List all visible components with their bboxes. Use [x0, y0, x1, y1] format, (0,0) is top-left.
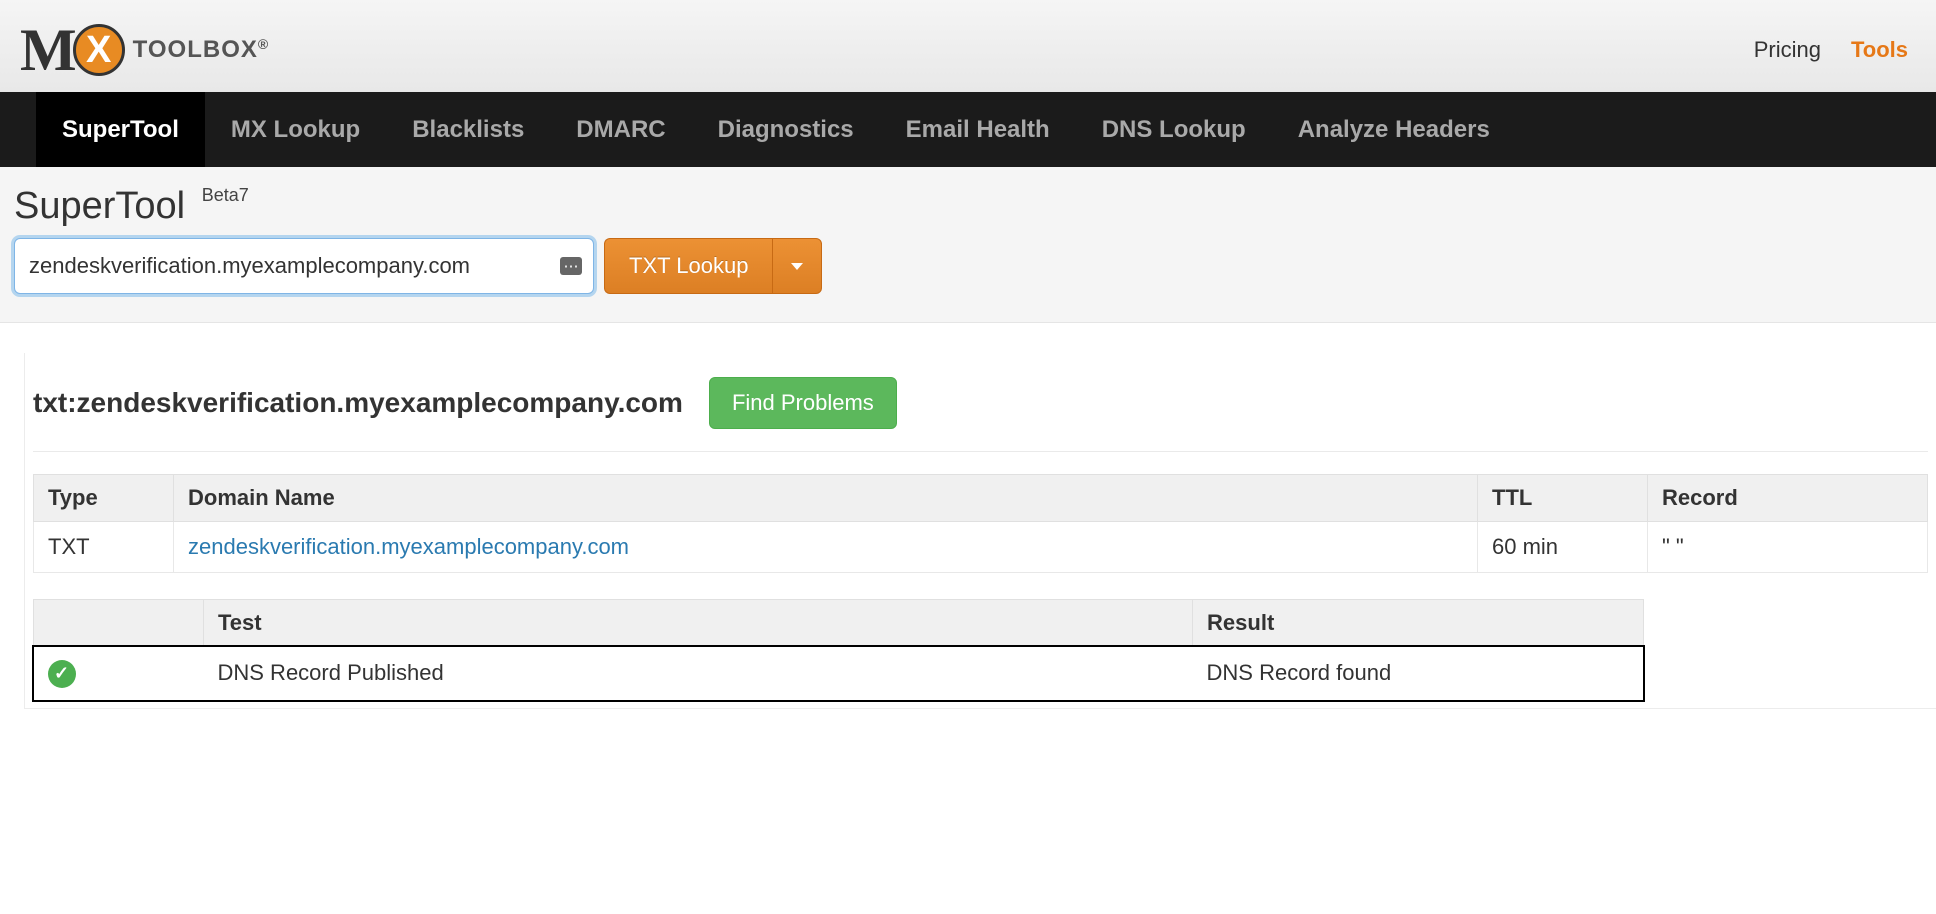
- main-nav: SuperToolMX LookupBlacklistsDMARCDiagnos…: [0, 92, 1936, 167]
- lookup-button[interactable]: TXT Lookup: [604, 238, 772, 294]
- find-problems-button[interactable]: Find Problems: [709, 377, 897, 429]
- lookup-dropdown-button[interactable]: [772, 238, 822, 294]
- page-title-text: SuperTool: [14, 185, 185, 227]
- chevron-down-icon: [791, 263, 803, 270]
- lookup-button-group: TXT Lookup: [604, 238, 822, 294]
- nav-tab-dmarc[interactable]: DMARC: [550, 92, 691, 167]
- content-region: txt:zendeskverification.myexamplecompany…: [0, 323, 1936, 709]
- search-input[interactable]: [14, 238, 594, 294]
- test-col-icon: [34, 600, 204, 647]
- record-domain-cell: zendeskverification.myexamplecompany.com: [174, 522, 1478, 573]
- nav-tab-mx-lookup[interactable]: MX Lookup: [205, 92, 386, 167]
- test-result-cell: DNS Record found: [1193, 647, 1644, 700]
- top-bar: M X TOOLBOX® Pricing Tools: [0, 0, 1936, 92]
- nav-tab-analyze-headers[interactable]: Analyze Headers: [1272, 92, 1516, 167]
- nav-tab-blacklists[interactable]: Blacklists: [386, 92, 550, 167]
- page-title: SuperTool Beta7: [14, 185, 1922, 228]
- result-card: txt:zendeskverification.myexamplecompany…: [24, 353, 1936, 709]
- search-region: SuperTool Beta7 ⋯ TXT Lookup: [0, 167, 1936, 323]
- nav-tab-supertool[interactable]: SuperTool: [36, 92, 205, 167]
- test-col-result: Result: [1193, 600, 1644, 647]
- records-col-type: Type: [34, 475, 174, 522]
- input-more-icon[interactable]: ⋯: [560, 257, 582, 275]
- test-status-cell: ✓: [34, 647, 204, 700]
- test-name-cell: DNS Record Published: [204, 647, 1193, 700]
- search-input-wrap: ⋯: [14, 238, 594, 294]
- logo-toolbox-text: TOOLBOX®: [133, 36, 270, 64]
- record-type-cell: TXT: [34, 522, 174, 573]
- top-links: Pricing Tools: [1754, 37, 1908, 63]
- records-col-ttl: TTL: [1478, 475, 1648, 522]
- logo-m: M: [20, 16, 75, 85]
- test-col-test: Test: [204, 600, 1193, 647]
- logo[interactable]: M X TOOLBOX®: [20, 16, 269, 85]
- result-header: txt:zendeskverification.myexamplecompany…: [33, 377, 1928, 452]
- test-table: Test Result ✓ DNS Record Published DNS R…: [33, 599, 1644, 700]
- nav-tab-diagnostics[interactable]: Diagnostics: [692, 92, 880, 167]
- table-row: TXT zendeskverification.myexamplecompany…: [34, 522, 1928, 573]
- page-title-beta: Beta7: [202, 185, 249, 205]
- table-row: ✓ DNS Record Published DNS Record found: [34, 647, 1644, 700]
- nav-tab-email-health[interactable]: Email Health: [880, 92, 1076, 167]
- logo-toolbox-label: TOOLBOX: [133, 36, 258, 63]
- top-link-pricing[interactable]: Pricing: [1754, 37, 1821, 63]
- logo-x-icon: X: [73, 24, 125, 76]
- logo-registered: ®: [258, 36, 269, 52]
- check-icon: ✓: [48, 660, 76, 688]
- search-row: ⋯ TXT Lookup: [14, 238, 1922, 294]
- record-domain-link[interactable]: zendeskverification.myexamplecompany.com: [188, 534, 629, 559]
- records-table: Type Domain Name TTL Record TXT zendeskv…: [33, 474, 1928, 573]
- record-ttl-cell: 60 min: [1478, 522, 1648, 573]
- result-title: txt:zendeskverification.myexamplecompany…: [33, 387, 683, 419]
- nav-tab-dns-lookup[interactable]: DNS Lookup: [1076, 92, 1272, 167]
- top-link-tools[interactable]: Tools: [1851, 37, 1908, 63]
- record-value-cell: " ": [1648, 522, 1928, 573]
- records-col-record: Record: [1648, 475, 1928, 522]
- records-col-domain: Domain Name: [174, 475, 1478, 522]
